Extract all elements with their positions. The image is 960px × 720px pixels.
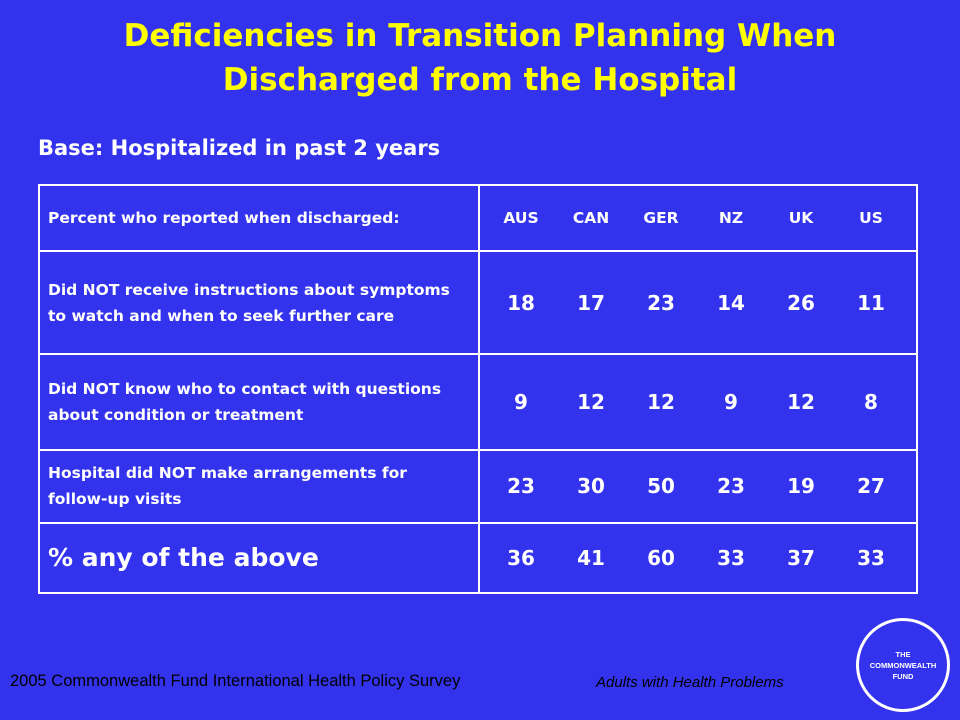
value-cell: 12 xyxy=(647,390,675,415)
logo-line: FUND xyxy=(892,671,914,681)
row-label: Did NOT receive instructions about sympt… xyxy=(38,250,480,355)
value-cell: 41 xyxy=(577,545,605,570)
row-values: 18 17 23 14 26 11 xyxy=(478,250,918,355)
row-label: Hospital did NOT make arrangements for f… xyxy=(38,449,480,524)
table-header-row: Percent who reported when discharged: AU… xyxy=(38,183,918,253)
column-header-ger: GER xyxy=(643,209,679,228)
row-values: 36 41 60 33 37 33 xyxy=(478,521,918,595)
value-cell: 30 xyxy=(577,474,605,499)
logo-line: COMMONWEALTH xyxy=(869,660,937,670)
value-cell: 9 xyxy=(724,390,738,415)
value-cell: 37 xyxy=(787,545,815,570)
value-cell: 9 xyxy=(514,390,528,415)
column-header-us: US xyxy=(859,209,883,228)
value-cell: 23 xyxy=(507,474,535,499)
logo-line: THE xyxy=(895,649,911,659)
column-header-uk: UK xyxy=(788,209,814,228)
value-cell: 26 xyxy=(787,290,815,315)
survey-source: 2005 Commonwealth Fund International Hea… xyxy=(10,672,461,690)
column-header-nz: NZ xyxy=(718,209,744,228)
value-cell: 14 xyxy=(717,290,745,315)
value-cell: 27 xyxy=(857,474,885,499)
value-cell: 36 xyxy=(507,545,535,570)
value-cell: 23 xyxy=(647,290,675,315)
table-row: Did NOT receive instructions about sympt… xyxy=(38,250,918,355)
value-cell: 23 xyxy=(717,474,745,499)
slide-title-line-2: Discharged from the Hospital xyxy=(222,62,738,98)
value-cell: 19 xyxy=(787,474,815,499)
value-cell: 18 xyxy=(507,290,535,315)
value-cell: 17 xyxy=(577,290,605,315)
slide-title: Deficiencies in Transition Planning When… xyxy=(20,14,940,102)
row-values: 23 30 50 23 19 27 xyxy=(478,449,918,524)
slide-subtitle: Base: Hospitalized in past 2 years xyxy=(38,136,441,160)
value-cell: 33 xyxy=(717,545,745,570)
column-header-can: CAN xyxy=(572,209,610,228)
value-cell: 12 xyxy=(577,390,605,415)
table-row-summary: % any of the above 36 41 60 33 37 33 xyxy=(38,521,918,595)
row-label: Did NOT know who to contact with questio… xyxy=(38,352,480,452)
column-header-aus: AUS xyxy=(503,209,539,228)
slide-title-line-1: Deficiencies in Transition Planning When xyxy=(123,18,837,54)
table-row: Did NOT know who to contact with questio… xyxy=(38,352,918,452)
value-cell: 12 xyxy=(787,390,815,415)
value-cell: 50 xyxy=(647,474,675,499)
value-cell: 60 xyxy=(647,545,675,570)
table-row: Hospital did NOT make arrangements for f… xyxy=(38,449,918,524)
commonwealth-fund-logo: THE COMMONWEALTH FUND xyxy=(856,618,950,712)
country-columns: AUS CAN GER NZ UK US xyxy=(478,183,918,253)
results-table: Percent who reported when discharged: AU… xyxy=(38,183,918,595)
value-cell: 8 xyxy=(864,390,878,415)
population-note: Adults with Health Problems xyxy=(596,674,784,691)
value-cell: 33 xyxy=(857,545,885,570)
value-cell: 11 xyxy=(857,290,885,315)
row-values: 9 12 12 9 12 8 xyxy=(478,352,918,452)
row-label: % any of the above xyxy=(38,521,480,595)
header-label: Percent who reported when discharged: xyxy=(38,183,480,253)
